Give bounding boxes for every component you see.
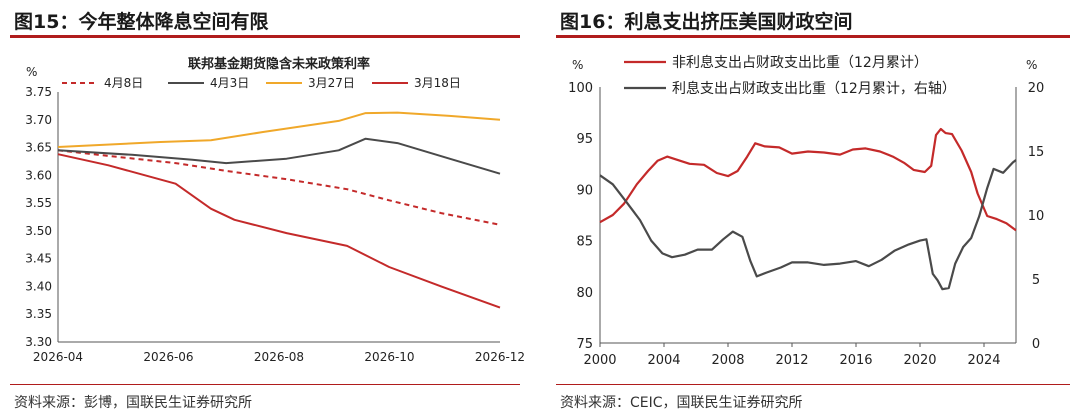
right-source-rule bbox=[556, 384, 1070, 385]
left-chart: 联邦基金期货隐含未来政策利率% 3.30 3.35 3.40 3.45 3.50 3.55 3… bbox=[25, 56, 525, 364]
x-tick-label: 2016 bbox=[839, 353, 872, 368]
series-line-4 bbox=[57, 153, 501, 309]
y-tick-label: 3.40 bbox=[25, 279, 52, 293]
y-tick-label: 3.45 bbox=[25, 252, 52, 266]
right-y-tick-label: 15 bbox=[1028, 145, 1045, 160]
right-axis-unit: % bbox=[1026, 58, 1037, 72]
y-tick-label: 3.50 bbox=[25, 224, 52, 238]
x-tick-label: 2026-08 bbox=[254, 350, 304, 364]
x-tick-label: 2004 bbox=[647, 353, 680, 368]
series-line-1 bbox=[599, 127, 1017, 232]
x-tick-label: 2020 bbox=[903, 353, 936, 368]
right-y-tick-label: 20 bbox=[1028, 81, 1045, 96]
right-title-rule bbox=[556, 35, 1070, 38]
chart-title: 联邦基金期货隐含未来政策利率 bbox=[188, 56, 370, 72]
legend-label-1: 非利息支出占财政支出比重（12月累计） bbox=[672, 54, 928, 71]
left-y-tick-label: 80 bbox=[576, 286, 593, 301]
left-figure-title: 图15：今年整体降息空间有限 bbox=[14, 11, 269, 33]
right-chart-panel: 图16：利息支出挤压美国财政空间 %% 75 80 85 90 95 100 0 5 10 15 20… bbox=[546, 0, 1080, 417]
legend-label-4: 3月18日 bbox=[414, 76, 461, 90]
right-y-tick-label: 10 bbox=[1028, 209, 1045, 224]
left-axis-unit: % bbox=[572, 58, 583, 72]
x-tick-label: 2024 bbox=[967, 353, 1000, 368]
left-chart-panel: 图15：今年整体降息空间有限 联邦基金期货隐含未来政策利率% 3.30 3.35 3.… bbox=[0, 0, 530, 417]
y-axis-unit: % bbox=[26, 65, 37, 79]
right-figure-title: 图16：利息支出挤压美国财政空间 bbox=[560, 11, 853, 33]
x-tick-label: 2026-12 bbox=[475, 350, 525, 364]
left-source-note: 资料来源：彭博，国联民生证券研究所 bbox=[14, 395, 252, 411]
left-source-rule bbox=[10, 384, 520, 385]
y-tick-label: 3.75 bbox=[25, 85, 52, 99]
left-y-tick-label: 75 bbox=[576, 337, 593, 352]
y-tick-label: 3.35 bbox=[25, 307, 52, 321]
left-title-rule bbox=[10, 35, 520, 38]
legend-label-3: 3月27日 bbox=[308, 76, 355, 90]
y-tick-label: 3.60 bbox=[25, 168, 52, 182]
left-y-tick-label: 95 bbox=[576, 132, 593, 147]
legend-label-1: 4月8日 bbox=[104, 76, 143, 90]
y-tick-label: 3.70 bbox=[25, 113, 52, 127]
x-tick-label: 2026-04 bbox=[33, 350, 83, 364]
series-line-2 bbox=[57, 137, 501, 175]
x-tick-label: 2008 bbox=[711, 353, 744, 368]
x-tick-label: 2026-06 bbox=[143, 350, 193, 364]
series-line-1 bbox=[57, 149, 501, 226]
y-tick-label: 3.55 bbox=[25, 196, 52, 210]
legend-label-2: 4月3日 bbox=[210, 76, 249, 90]
legend-label-2: 利息支出占财政支出比重（12月累计，右轴） bbox=[672, 80, 956, 97]
right-y-tick-label: 5 bbox=[1032, 273, 1040, 288]
series-line-3 bbox=[57, 111, 501, 148]
y-tick-label: 3.30 bbox=[25, 335, 52, 349]
right-source-note: 资料来源：CEIC，国联民生证券研究所 bbox=[560, 395, 803, 411]
x-tick-label: 2026-10 bbox=[364, 350, 414, 364]
right-y-tick-label: 0 bbox=[1032, 337, 1040, 352]
left-y-tick-label: 90 bbox=[576, 183, 593, 198]
left-y-tick-label: 100 bbox=[568, 81, 593, 96]
y-tick-label: 3.65 bbox=[25, 141, 52, 155]
left-y-tick-label: 85 bbox=[576, 235, 593, 250]
x-tick-label: 2000 bbox=[583, 353, 616, 368]
right-chart: % % 75 80 85 90 95 100 0 5 10 15 20 2000 2004 2008 2012 2… bbox=[568, 54, 1045, 368]
series-line-2 bbox=[599, 159, 1017, 291]
x-tick-label: 2012 bbox=[775, 353, 808, 368]
